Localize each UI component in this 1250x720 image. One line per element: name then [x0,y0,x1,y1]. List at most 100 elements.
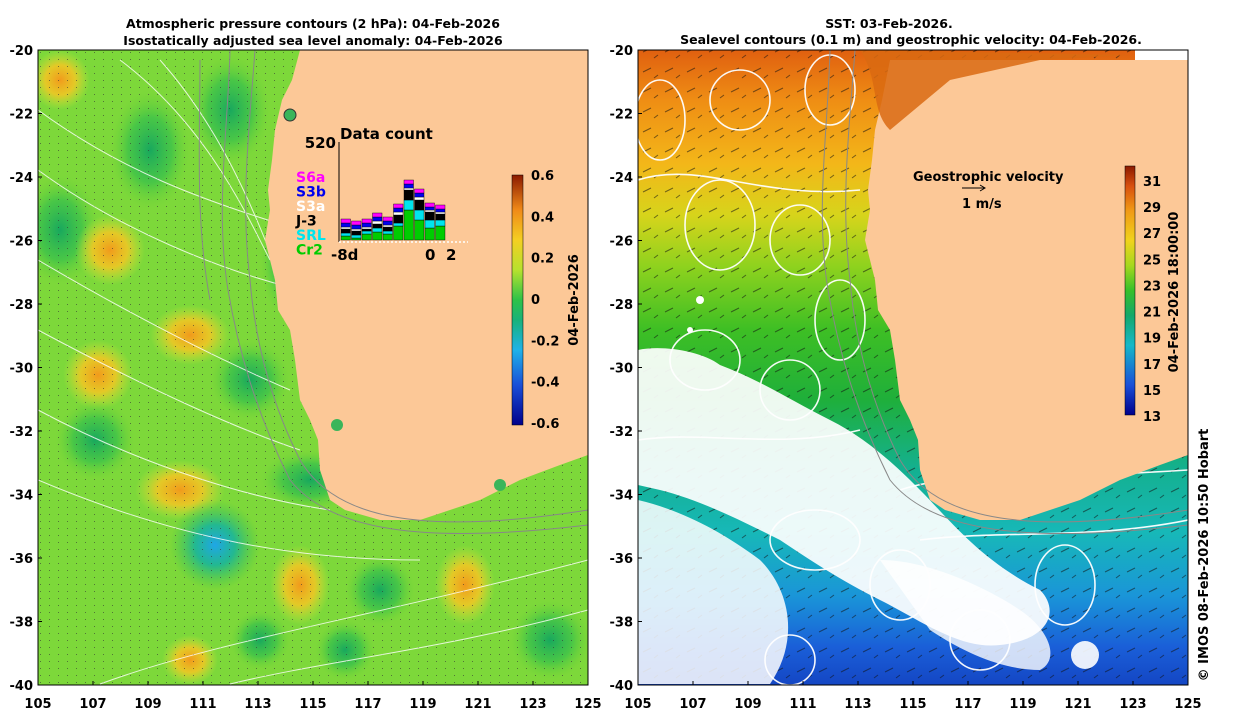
inset-legend-item: S3b [296,185,326,201]
lat-tick-label: -28 [610,298,634,313]
inset-bar-segment [361,228,372,232]
lon-tick-label: 121 [464,697,491,712]
inset-bar-segment [361,226,372,230]
bathymetry-contours [198,50,588,535]
lat-tick-label: -34 [10,489,34,504]
lon-tick-label: 109 [134,697,161,712]
sla-colorbar-ticks: 0.6 0.4 0.2 0 -0.2 -0.4 -0.6 [531,169,559,432]
lon-tick-label: 105 [24,697,51,712]
inset-legend-item: Cr2 [296,243,323,259]
inset-bar-segment [403,209,414,241]
sst-colorbar-label: 04-Feb-2026 18:00:00 [1167,212,1182,373]
lat-tick-label: -38 [10,616,34,631]
inset-bar-segment [340,235,351,241]
lon-tick-label: 125 [574,697,601,712]
inset-bar-segment [372,223,383,229]
inset-bar-segment [435,213,446,221]
lat-tick-label: -30 [10,362,34,377]
lat-tick-label: -26 [10,235,34,250]
inset-bar-segment [372,227,383,233]
lon-tick-label: 125 [1174,697,1201,712]
inset-bar-segment [340,218,351,224]
inset-bar-segment [382,216,393,222]
inset-bar-segment [393,203,404,209]
lon-tick-label: 113 [244,697,271,712]
inset-bar-segment [351,224,362,230]
lat-tick-label: -38 [610,616,634,631]
lon-tick-label: 113 [844,697,871,712]
lat-tick-label: -32 [10,425,34,440]
inset-bar-segment [424,202,435,208]
colorbar-tick-label: -0.2 [531,334,559,349]
lon-tick-label: 115 [899,697,926,712]
land-mass-sst [865,60,1188,520]
inset-bar-segment [393,225,404,241]
lon-tick-label: 107 [79,697,106,712]
inset-bar-segment [435,211,446,215]
sst-colorbar-ticks: 31 29 27 25 23 21 19 17 15 13 [1143,175,1161,425]
inset-bar-segment [340,222,351,228]
inset-x-zero: 0 [425,246,435,264]
inset-bar-segment [414,188,425,194]
inset-bar-segment [340,232,351,237]
inset-bar-segment [382,224,393,228]
lat-tick-label: -36 [10,552,34,567]
inset-bar-segment [414,219,425,241]
lat-tick-label: -20 [610,44,634,59]
inset-bar-segment [393,207,404,213]
inset-legend-item: S6a [296,170,325,186]
left-title-line2: Isostatically adjusted sea level anomaly… [123,33,503,48]
colorbar-tick-label: 31 [1143,175,1161,190]
lon-tick-label: 123 [519,697,546,712]
inset-bar-segment [424,209,435,213]
inset-bar-segment [372,231,383,241]
inset-bar-segment [414,192,425,198]
lat-tick-label: -24 [610,171,634,186]
inset-bar-segment [351,228,362,232]
inset-bar-segment [393,222,404,227]
inset-bar-segment [361,218,372,224]
sla-colorbar-label: 04-Feb-2026 [567,254,582,346]
axis-tick-labels: -20 -22 -24 -26 -28 -30 -32 -34 -36 -38 -40 105 107 1… [10,44,1202,712]
pressure-contours [38,59,588,685]
inset-bar-segment [340,228,351,234]
inset-bar-segment [372,220,383,225]
inset-title: Data count [340,125,433,143]
sla-colorbar [511,174,524,426]
inset-bar-segment [435,225,446,241]
inset-bar-segment [424,227,435,241]
inset-x-end: 2 [446,246,456,264]
inset-x-start: -8d [331,246,358,264]
lon-tick-label: 115 [299,697,326,712]
lon-tick-label: 117 [954,697,981,712]
inset-bars [340,179,446,241]
inset-bar-segment [340,226,351,230]
inset-bar-segment [424,219,435,229]
colorbar-tick-label: -0.4 [531,376,559,391]
lat-tick-label: -22 [610,108,634,123]
lat-tick-label: -30 [610,362,634,377]
lon-tick-label: 117 [354,697,381,712]
inset-legend-item: J-3 [295,214,317,230]
inset-bar-segment [435,219,446,227]
colorbar-tick-label: -0.6 [531,417,559,432]
inset-bar-segment [414,199,425,211]
velocity-scale-label: 1 m/s [962,197,1002,212]
velocity-legend-title: Geostrophic velocity [913,170,1064,185]
lat-tick-label: -24 [10,171,34,186]
colorbar-tick-label: 23 [1143,279,1161,294]
inset-bar-segment [393,211,404,216]
lat-tick-label: -36 [610,552,634,567]
colorbar-tick-label: 29 [1143,201,1161,216]
colorbar-tick-label: 19 [1143,332,1161,347]
inset-bar-segment [382,226,393,232]
lat-tick-label: -32 [610,425,634,440]
right-title-line2: Sealevel contours (0.1 m) and geostrophi… [680,32,1142,47]
left-title-line1: Atmospheric pressure contours (2 hPa): 0… [126,16,500,31]
inset-bar-segment [372,212,383,218]
lon-tick-label: 111 [189,697,216,712]
bathymetry-contours-sst [821,50,1188,535]
sst-colorbar [1124,165,1136,416]
